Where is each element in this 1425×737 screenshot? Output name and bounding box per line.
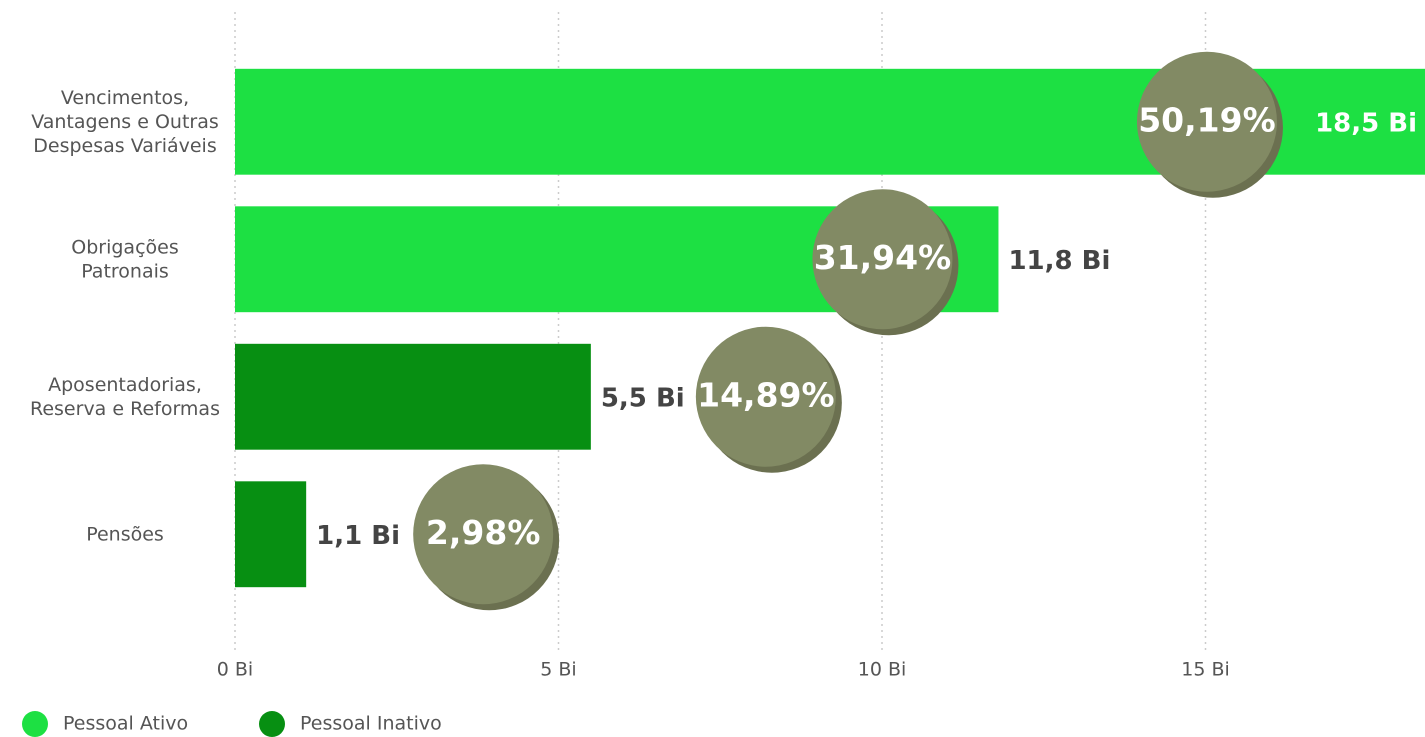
value-label: 18,5 Bi [1315, 108, 1417, 138]
share-label: 2,98% [426, 513, 541, 552]
share-bubble [1136, 51, 1277, 192]
share-label: 14,89% [697, 375, 834, 414]
share-label: 50,19% [1138, 100, 1275, 139]
x-tick-label: 5 Bi [540, 659, 576, 681]
bar [235, 343, 591, 450]
value-label: 5,5 Bi [601, 383, 685, 413]
x-tick-label: 0 Bi [217, 659, 253, 681]
share-bubble [812, 189, 953, 330]
share-bubble [695, 326, 836, 467]
x-tick-label: 15 Bi [1181, 659, 1230, 681]
share-label: 31,94% [814, 238, 951, 277]
category-label: Obrigações Patronais [71, 236, 178, 282]
legend-swatch [259, 711, 285, 737]
x-tick-label: 10 Bi [858, 659, 907, 681]
category-label: Pensões [86, 523, 164, 545]
share-bubble [413, 464, 554, 605]
value-label: 11,8 Bi [1008, 246, 1110, 276]
legend-label: Pessoal Inativo [300, 713, 442, 735]
category-label: Aposentadorias, Reserva e Reformas [30, 373, 220, 419]
category-label: Vencimentos, Vantagens e Outras Despesas V… [31, 86, 219, 156]
bar [235, 481, 307, 588]
value-label: 1,1 Bi [316, 521, 400, 551]
legend-swatch [22, 711, 48, 737]
legend-label: Pessoal Ativo [63, 713, 188, 735]
